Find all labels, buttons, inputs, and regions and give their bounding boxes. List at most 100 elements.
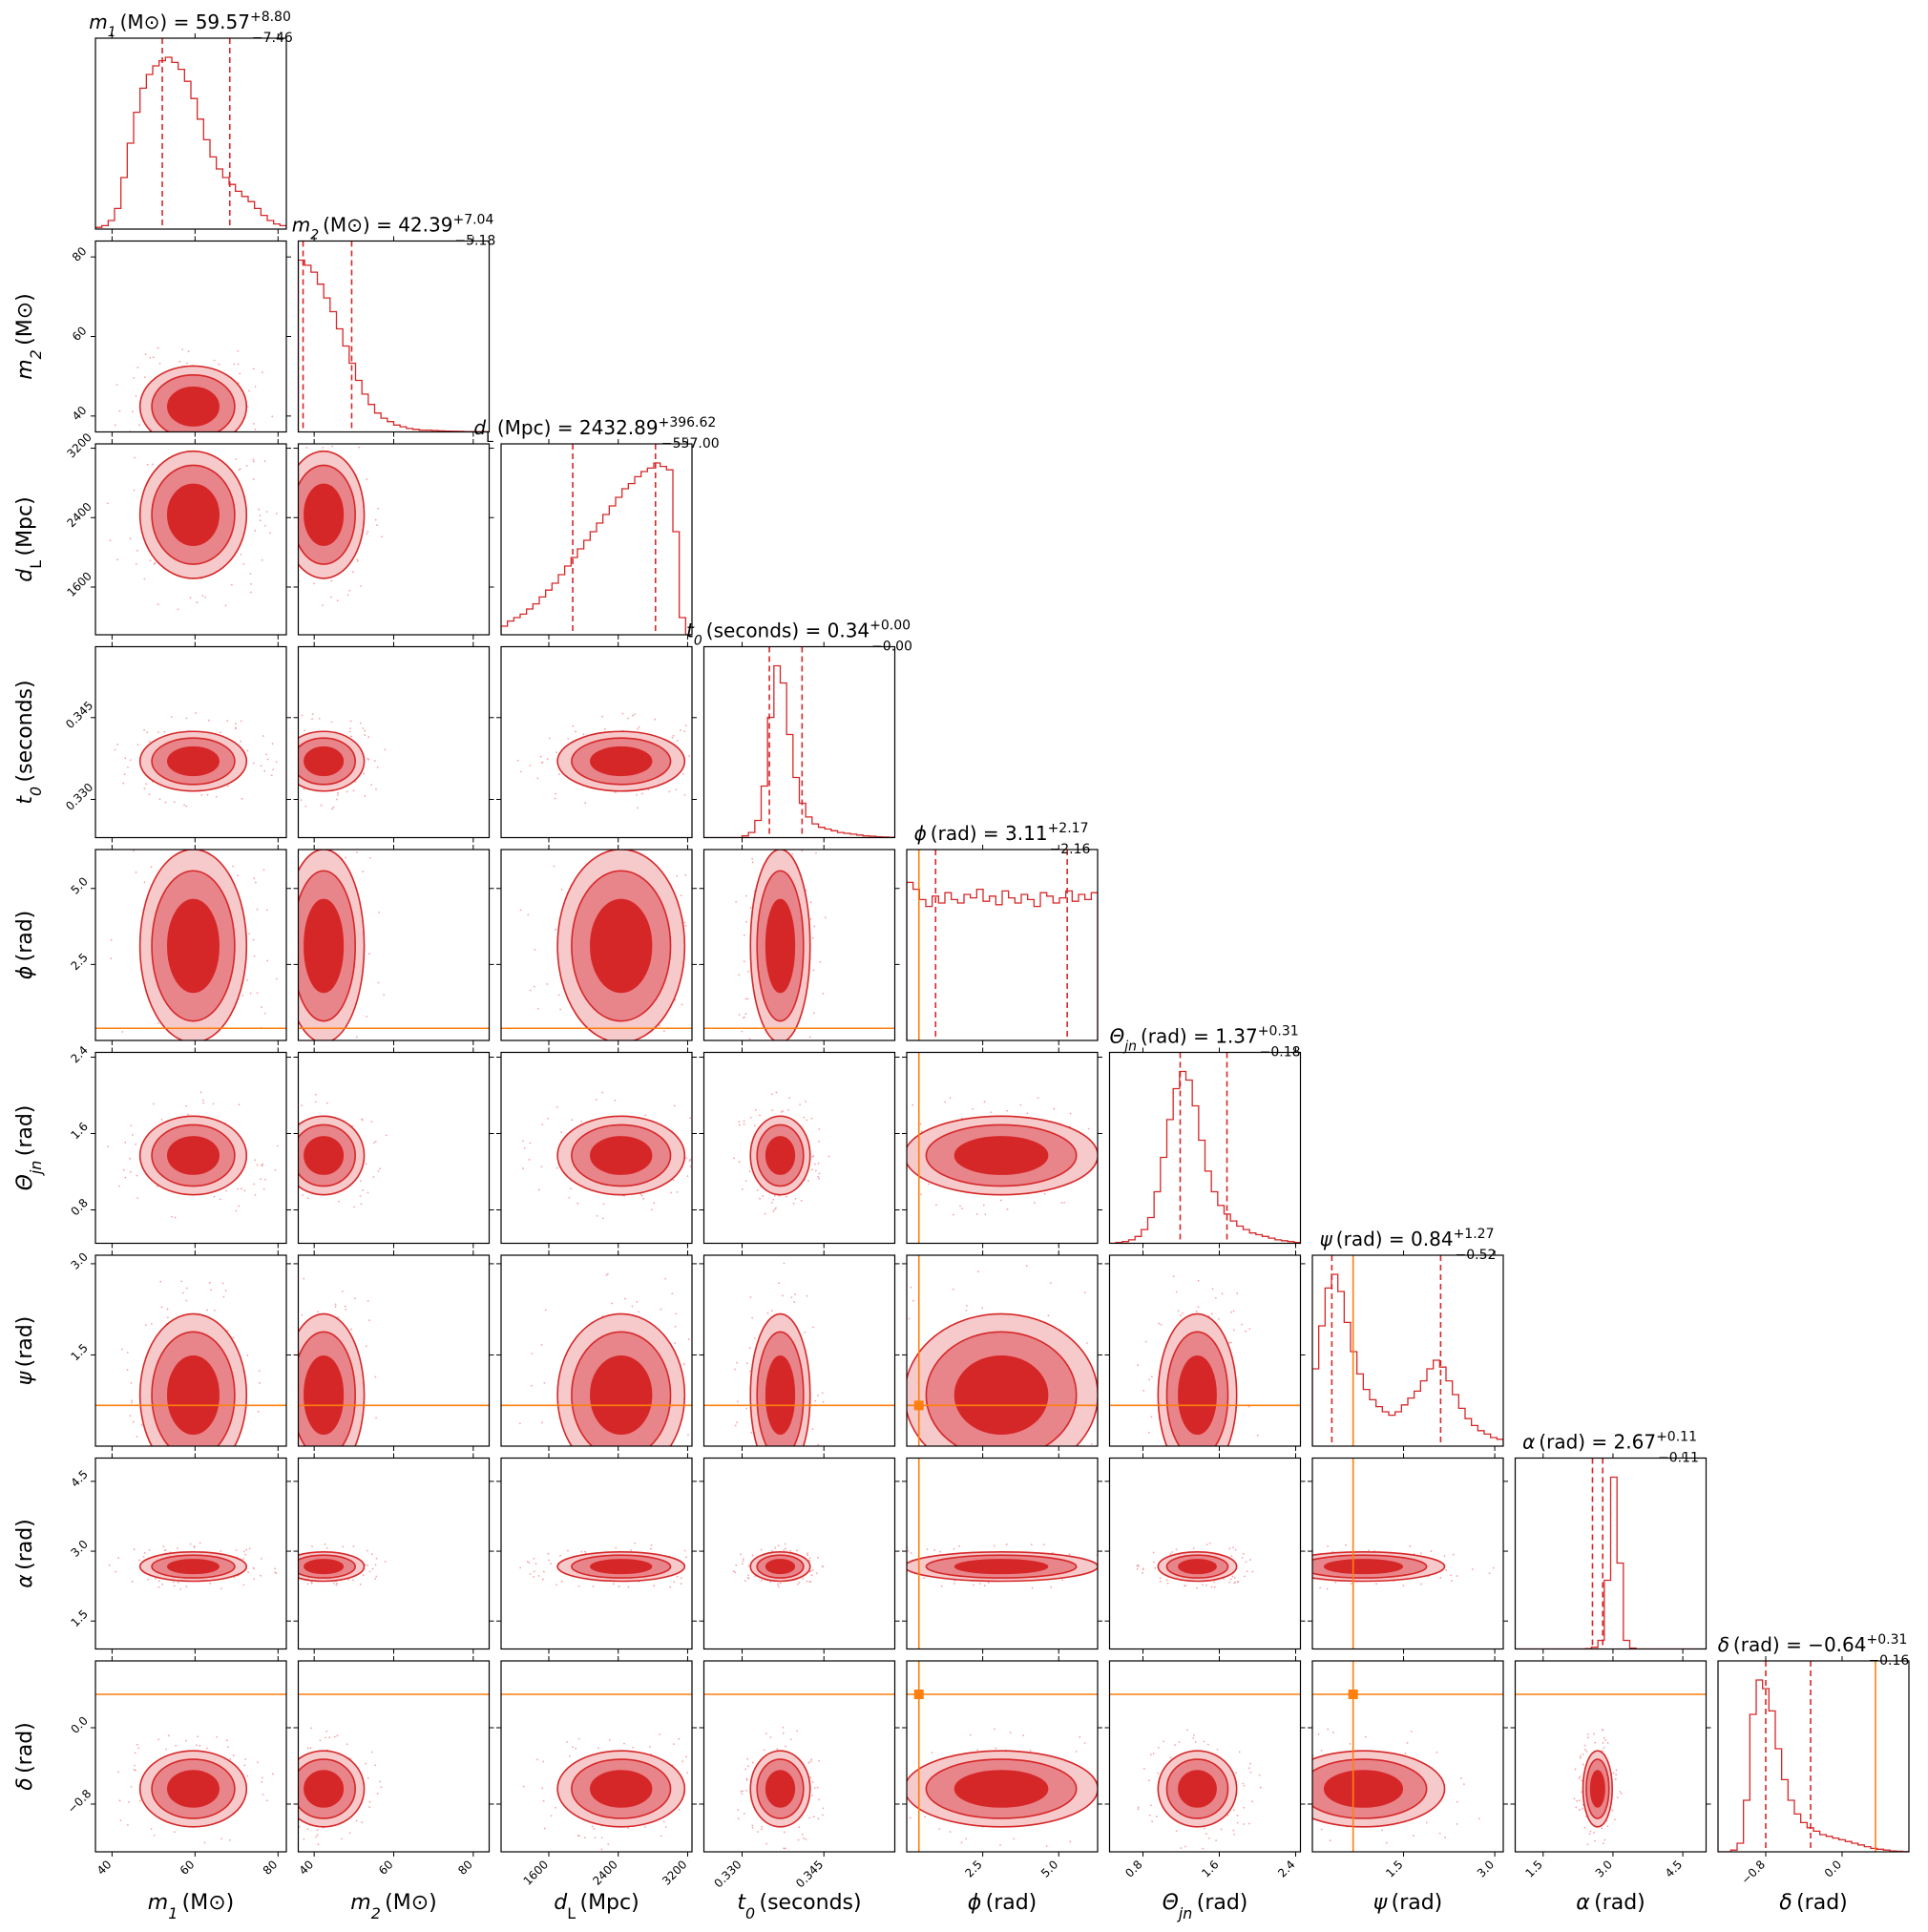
- panel-frame: [94, 1457, 287, 1650]
- scatter-point: [683, 1480, 685, 1481]
- scatter-point: [289, 923, 291, 925]
- scatter-point: [871, 1567, 873, 1569]
- scatter-point: [912, 1103, 914, 1106]
- scatter-point: [262, 921, 264, 923]
- scatter-point: [1235, 1772, 1238, 1774]
- scatter-point: [1234, 1581, 1237, 1584]
- scatter-point: [800, 1060, 802, 1061]
- scatter-point: [364, 734, 367, 736]
- scatter-point: [700, 1161, 702, 1163]
- scatter-point: [287, 766, 289, 767]
- scatter-point: [1142, 1567, 1144, 1570]
- scatter-point: [1233, 1577, 1236, 1579]
- scatter-point: [199, 1494, 201, 1496]
- scatter-point: [1045, 1844, 1048, 1847]
- contour-1sigma: [765, 1136, 796, 1175]
- scatter-point: [1248, 1762, 1251, 1765]
- scatter-point: [754, 1469, 756, 1471]
- scatter-point: [792, 1202, 795, 1205]
- scatter-point: [275, 857, 277, 859]
- scatter-point: [1258, 1774, 1261, 1776]
- scatter-point: [1242, 1552, 1245, 1555]
- scatter-point: [1462, 1783, 1465, 1786]
- scatter-point: [898, 1165, 900, 1166]
- scatter-point: [261, 1780, 263, 1783]
- scatter-point: [876, 1751, 878, 1753]
- scatter-point: [114, 424, 116, 427]
- scatter-point: [663, 1480, 665, 1481]
- scatter-point: [315, 1478, 317, 1480]
- panel-content: [95, 1693, 286, 1844]
- scatter-point: [1254, 1801, 1256, 1803]
- panel-alpha-dL: [496, 1453, 700, 1654]
- scatter-point: [762, 1195, 765, 1197]
- x-tick-label: 2.4: [1275, 1858, 1297, 1880]
- panel-alpha-t0: [699, 1453, 900, 1654]
- scatter-point: [265, 511, 268, 514]
- scatter-point: [1232, 1829, 1235, 1832]
- scatter-point: [675, 788, 678, 790]
- scatter-point: [258, 1785, 260, 1787]
- scatter-point: [687, 1434, 689, 1437]
- scatter-point: [1146, 1143, 1148, 1144]
- scatter-point: [818, 1798, 820, 1801]
- scatter-point: [181, 1292, 184, 1294]
- scatter-point: [366, 1015, 367, 1018]
- scatter-point: [129, 1157, 132, 1160]
- scatter-point: [1327, 1544, 1329, 1547]
- scatter-point: [238, 1103, 241, 1106]
- scatter-point: [1033, 1202, 1036, 1204]
- scatter-point: [261, 1165, 263, 1167]
- scatter-point: [159, 1280, 162, 1283]
- scatter-point: [1171, 1551, 1174, 1553]
- scatter-point: [982, 1204, 985, 1207]
- y-tick-label: 1600: [64, 569, 94, 598]
- scatter-point: [362, 727, 365, 729]
- scatter-point: [1581, 1791, 1582, 1794]
- scatter-point: [334, 1303, 337, 1306]
- panel-content: [298, 241, 490, 432]
- scatter-point: [157, 731, 159, 734]
- scatter-point: [176, 438, 178, 440]
- scatter-point: [653, 1585, 656, 1587]
- scatter-point: [530, 1384, 533, 1387]
- scatter-point: [927, 1183, 930, 1186]
- scatter-point: [143, 1066, 145, 1068]
- scatter-point: [741, 1563, 744, 1565]
- scatter-point: [1242, 1782, 1245, 1785]
- scatter-point: [669, 1586, 672, 1588]
- scatter-point: [314, 1101, 317, 1103]
- scatter-point: [1207, 1837, 1210, 1839]
- scatter-point: [1210, 1312, 1213, 1315]
- scatter-point: [147, 1469, 149, 1471]
- scatter-point: [258, 508, 261, 511]
- y-tick-label: 4.5: [68, 1467, 90, 1489]
- scatter-point: [135, 871, 137, 873]
- scatter-point: [806, 1294, 808, 1297]
- contour-1sigma: [167, 898, 220, 994]
- scatter-point: [555, 1105, 558, 1108]
- scatter-point: [680, 1583, 682, 1586]
- scatter-point: [780, 1111, 783, 1113]
- scatter-point: [301, 1313, 304, 1316]
- scatter-point: [638, 1311, 639, 1313]
- x-axis-label-psi: ψ (rad): [1373, 1891, 1443, 1915]
- contour-1sigma: [304, 898, 345, 994]
- scatter-point: [1084, 1292, 1086, 1293]
- scatter-point: [976, 1270, 979, 1273]
- scatter-point: [1614, 1778, 1617, 1780]
- scatter-point: [705, 1796, 707, 1798]
- scatter-point: [280, 1752, 282, 1754]
- y-tick-label: 2400: [64, 500, 94, 530]
- scatter-point: [698, 1579, 700, 1581]
- scatter-point: [965, 1309, 968, 1312]
- scatter-point: [548, 1559, 550, 1562]
- scatter-point: [1452, 1553, 1455, 1556]
- scatter-point: [783, 1262, 786, 1265]
- scatter-point: [263, 460, 266, 463]
- scatter-point: [707, 1821, 709, 1823]
- scatter-point: [144, 353, 147, 356]
- x-tick-label: 2.5: [962, 1858, 984, 1880]
- scatter-point: [1125, 1360, 1127, 1362]
- scatter-point: [889, 1382, 891, 1384]
